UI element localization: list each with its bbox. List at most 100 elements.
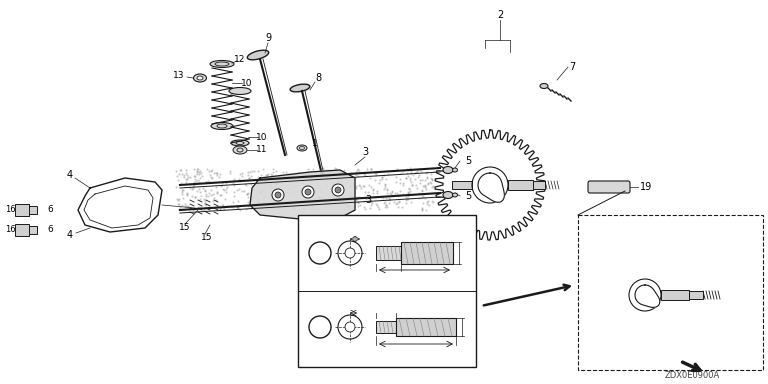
Point xyxy=(346,174,359,180)
Text: 20: 20 xyxy=(456,244,465,250)
Point xyxy=(206,175,218,181)
Point xyxy=(353,194,366,200)
Point xyxy=(391,166,403,172)
Point xyxy=(374,177,386,184)
Point xyxy=(306,184,319,190)
Point xyxy=(264,171,276,177)
Point xyxy=(190,171,203,177)
Point xyxy=(304,201,316,207)
Point xyxy=(406,182,419,188)
Point xyxy=(382,200,395,206)
Ellipse shape xyxy=(194,74,207,82)
Point xyxy=(218,187,230,193)
Point xyxy=(354,202,366,208)
Point xyxy=(353,182,365,188)
Point xyxy=(379,202,392,208)
Point xyxy=(234,177,247,184)
Point xyxy=(365,166,377,172)
Point xyxy=(253,202,265,208)
Point xyxy=(303,199,316,205)
Point xyxy=(220,186,232,192)
Point xyxy=(180,167,192,173)
Point xyxy=(323,202,336,209)
Point xyxy=(170,184,183,190)
Point xyxy=(296,176,309,182)
Point xyxy=(174,204,186,210)
Bar xyxy=(15,204,29,216)
Point xyxy=(341,202,353,209)
Point xyxy=(389,190,401,196)
Point xyxy=(343,193,356,199)
Point xyxy=(175,171,187,177)
Point xyxy=(424,179,436,185)
Point xyxy=(313,176,326,182)
Polygon shape xyxy=(78,178,162,232)
Point xyxy=(280,169,293,175)
Point xyxy=(233,186,246,192)
Point xyxy=(388,199,400,205)
Point xyxy=(406,179,418,185)
Point xyxy=(329,175,342,181)
Text: 1: 1 xyxy=(312,139,318,147)
Text: 7: 7 xyxy=(569,62,575,72)
Point xyxy=(313,173,326,179)
Point xyxy=(415,188,428,194)
Point xyxy=(400,175,412,181)
Point xyxy=(323,167,335,173)
Point xyxy=(397,179,409,185)
Text: 17: 17 xyxy=(314,248,326,258)
Point xyxy=(319,171,331,177)
Point xyxy=(243,175,255,181)
Point xyxy=(287,191,300,197)
Point xyxy=(403,188,415,194)
Point xyxy=(205,187,217,193)
Point xyxy=(175,191,187,197)
Point xyxy=(353,168,365,174)
Point xyxy=(205,174,217,180)
Point xyxy=(415,194,428,200)
Point xyxy=(195,170,207,176)
Text: 11: 11 xyxy=(257,146,268,154)
Point xyxy=(266,202,279,208)
Point xyxy=(187,166,200,172)
Point xyxy=(188,173,200,179)
Point xyxy=(326,180,339,186)
Point xyxy=(369,172,382,178)
Point xyxy=(297,190,310,197)
Point xyxy=(371,190,383,196)
Point xyxy=(379,204,391,210)
Text: 5: 5 xyxy=(465,156,471,166)
Point xyxy=(333,190,346,197)
Point xyxy=(425,171,438,177)
Point xyxy=(362,197,375,204)
Point xyxy=(319,199,332,205)
Point xyxy=(302,170,314,176)
Point xyxy=(359,189,371,195)
Point xyxy=(350,167,362,174)
Bar xyxy=(298,215,476,367)
Point xyxy=(338,206,350,212)
Point xyxy=(283,186,295,192)
Point xyxy=(350,197,362,204)
Point xyxy=(211,189,223,195)
Point xyxy=(313,194,325,200)
Point xyxy=(363,182,376,188)
Point xyxy=(306,177,318,183)
Point xyxy=(415,168,427,174)
Point xyxy=(188,181,200,187)
Ellipse shape xyxy=(297,145,307,151)
Ellipse shape xyxy=(210,61,234,68)
Point xyxy=(308,205,320,212)
Point xyxy=(265,191,277,197)
Point xyxy=(244,197,257,203)
Ellipse shape xyxy=(211,122,233,129)
Point xyxy=(171,196,184,202)
Point xyxy=(313,194,325,200)
Point xyxy=(390,201,402,207)
Point xyxy=(359,172,372,179)
Point xyxy=(296,179,309,185)
Point xyxy=(366,200,378,206)
Point xyxy=(378,200,390,206)
Point xyxy=(200,166,213,172)
Ellipse shape xyxy=(197,76,203,80)
